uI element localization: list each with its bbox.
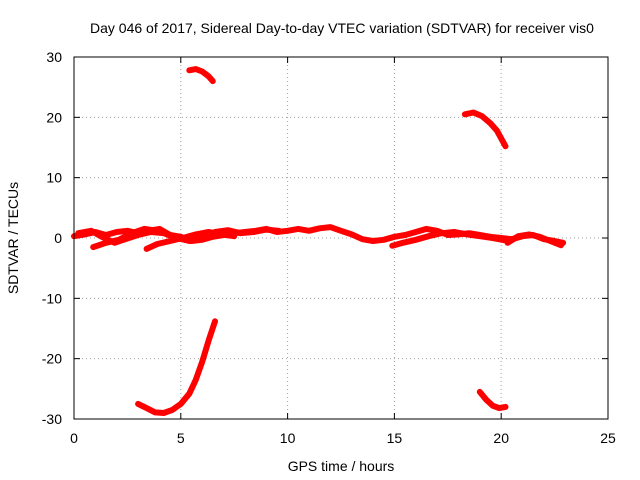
y-tick-label: -20 [42, 351, 62, 367]
series-trace-4 [143, 229, 238, 252]
chart-title: Day 046 of 2017, Sidereal Day-to-day VTE… [90, 20, 594, 36]
y-tick-label: 0 [54, 230, 62, 246]
y-tick-label: -30 [42, 411, 62, 427]
y-tick-label: -10 [42, 290, 62, 306]
sdtvar-series [71, 66, 567, 416]
y-axis-label: SDTVAR / TECUs [5, 182, 21, 294]
x-tick-label: 5 [177, 430, 185, 446]
y-tick-label: 10 [46, 170, 62, 186]
x-axis-label: GPS time / hours [288, 458, 395, 474]
plot-frame [73, 56, 609, 420]
series-trace-8 [461, 109, 509, 150]
y-tick-label: 20 [46, 109, 62, 125]
x-tick-label: 15 [387, 430, 403, 446]
y-tick-label: 30 [46, 49, 62, 65]
series-trace-10 [476, 388, 509, 412]
x-tick-label: 25 [600, 430, 616, 446]
series-trace-7 [186, 66, 216, 85]
series-trace-5 [389, 229, 509, 249]
x-tick-label: 0 [70, 430, 78, 446]
series-trace-6 [504, 231, 564, 249]
series-trace-9 [135, 318, 218, 416]
x-tick-labels: 0 5 10 15 20 25 [70, 430, 616, 446]
y-tick-labels: -30 -20 -10 0 10 20 30 [42, 49, 62, 427]
x-tick-label: 10 [280, 430, 296, 446]
x-tick-label: 20 [493, 430, 509, 446]
